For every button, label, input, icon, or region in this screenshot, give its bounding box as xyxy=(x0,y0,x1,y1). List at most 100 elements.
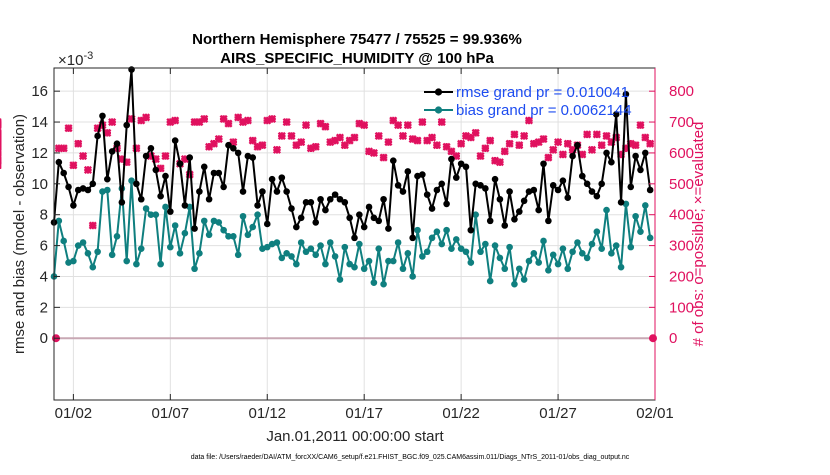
obs-evaluated-point xyxy=(486,136,495,145)
bias-point xyxy=(404,250,412,257)
rmse-point xyxy=(486,217,494,225)
rmse-point xyxy=(176,160,184,168)
obs-evaluated-point xyxy=(549,145,558,154)
rmse-point xyxy=(137,195,145,203)
rmse-point xyxy=(564,194,572,202)
bias-point xyxy=(501,265,509,273)
rmse-point xyxy=(501,222,509,229)
obs-evaluated-point xyxy=(287,131,296,140)
y-left-tick-label: 16 xyxy=(31,83,48,100)
bias-point xyxy=(239,212,247,220)
bias-point xyxy=(137,245,145,252)
rmse-point xyxy=(370,214,378,222)
rmse-point xyxy=(65,183,72,191)
rmse-point xyxy=(351,234,358,242)
rmse-point xyxy=(389,157,397,164)
rmse-point xyxy=(491,175,499,183)
data-file-footer: data file: /Users/raeder/DAI/ATM_forcXX/… xyxy=(191,454,630,461)
bias-point xyxy=(196,250,203,257)
obs-evaluated-point xyxy=(258,141,267,150)
rmse-point xyxy=(278,174,286,181)
y-left-tick-label: 0 xyxy=(40,330,48,347)
rmse-point xyxy=(637,166,644,174)
rmse-point xyxy=(569,152,576,160)
rmse-point xyxy=(540,160,547,168)
bias-point xyxy=(608,250,615,257)
rmse-point xyxy=(559,177,567,185)
obs-evaluated-point xyxy=(583,130,592,139)
rmse-point xyxy=(293,223,300,231)
bias-point xyxy=(603,206,610,214)
rmse-point xyxy=(147,144,155,152)
obs-evaluated-point xyxy=(369,148,378,157)
rmse-point xyxy=(419,171,426,178)
obs-evaluated-point xyxy=(442,142,451,151)
y-right-tick-label: 0 xyxy=(669,330,677,347)
bias-point xyxy=(506,243,513,251)
obs-evaluated-point xyxy=(321,122,330,131)
bias-point xyxy=(215,219,223,226)
x-tick-label: 01/17 xyxy=(345,405,383,422)
y-right-tick-label: 100 xyxy=(669,299,694,316)
bias-point xyxy=(113,233,121,240)
bias-point xyxy=(225,233,232,240)
rmse-point xyxy=(326,195,334,203)
left-axis-exponent-power: -3 xyxy=(83,50,93,62)
obs-evaluated-point xyxy=(457,139,466,148)
rmse-point xyxy=(515,208,523,215)
obs-evaluated-point xyxy=(636,121,645,130)
obs-evaluated-point xyxy=(554,138,563,147)
obs-evaluated-point xyxy=(311,142,320,151)
obs-evaluated-point xyxy=(103,128,112,137)
bias-point xyxy=(104,186,111,194)
obs-evaluated-point xyxy=(495,158,504,167)
rmse-point xyxy=(622,90,630,98)
bias-point xyxy=(326,239,334,246)
rmse-point xyxy=(84,186,92,194)
x-tick-label: 01/07 xyxy=(152,405,190,422)
obs-evaluated-point xyxy=(427,133,437,142)
bias-point xyxy=(462,248,470,256)
obs-evaluated-point xyxy=(394,121,403,130)
rmse-point xyxy=(642,149,649,157)
x-tick-label: 01/22 xyxy=(442,405,480,422)
rmse-point xyxy=(356,211,363,218)
bias-point xyxy=(385,257,392,265)
bias-point xyxy=(569,248,576,256)
rmse-point xyxy=(60,169,67,177)
rmse-series-line xyxy=(53,69,652,239)
rmse-point xyxy=(399,188,407,195)
rmse-point xyxy=(104,175,111,183)
legend-rmse-label: rmse grand pr = 0.010041 xyxy=(456,84,629,101)
bias-point xyxy=(496,254,504,262)
bias-point xyxy=(162,203,169,211)
rmse-point xyxy=(627,183,635,191)
rmse-point xyxy=(288,205,295,212)
obs-evaluated-point xyxy=(374,131,383,140)
rmse-point xyxy=(70,202,77,209)
rmse-point xyxy=(123,121,131,129)
obs-evaluated-point xyxy=(277,131,286,140)
rmse-point xyxy=(341,199,349,206)
rmse-point xyxy=(283,188,290,195)
bias-point xyxy=(317,242,324,249)
rmse-point xyxy=(482,185,489,192)
bias-point xyxy=(370,279,378,286)
obs-evaluated-point xyxy=(272,145,282,154)
bias-point xyxy=(472,211,479,218)
rmse-point xyxy=(215,169,223,177)
bias-point xyxy=(171,222,179,229)
rmse-point xyxy=(394,182,402,189)
bias-point xyxy=(525,257,533,265)
rmse-point xyxy=(162,172,169,180)
obs-evaluated-point xyxy=(350,133,359,142)
rmse-point xyxy=(535,206,542,214)
bias-point xyxy=(307,245,315,252)
obs-evaluated-point xyxy=(379,153,388,162)
rmse-point xyxy=(457,160,465,168)
obs-evaluated-point xyxy=(476,151,485,161)
bias-point xyxy=(365,257,373,265)
obs-evaluated-point xyxy=(602,131,611,140)
rmse-point xyxy=(409,234,416,242)
